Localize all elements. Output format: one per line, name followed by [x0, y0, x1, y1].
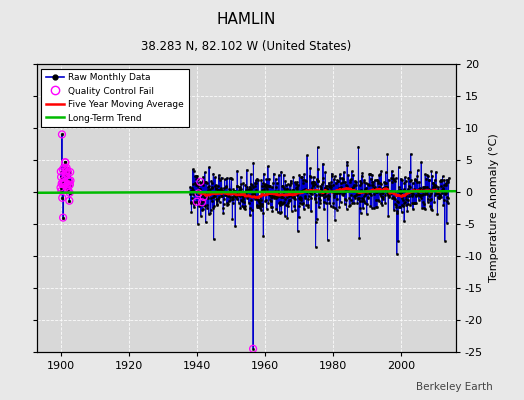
Point	[62, 173, 70, 180]
Point	[200, 194, 208, 200]
Point	[63, 186, 72, 192]
Text: Berkeley Earth: Berkeley Earth	[416, 382, 493, 392]
Point	[198, 199, 206, 206]
Point	[62, 170, 70, 177]
Point	[60, 164, 68, 171]
Point	[60, 180, 69, 186]
Point	[61, 159, 70, 166]
Point	[249, 346, 257, 352]
Point	[61, 159, 69, 166]
Y-axis label: Temperature Anomaly (°C): Temperature Anomaly (°C)	[488, 134, 499, 282]
Point	[62, 183, 71, 190]
Point	[61, 179, 69, 186]
Point	[60, 181, 69, 187]
Legend: Raw Monthly Data, Quality Control Fail, Five Year Moving Average, Long-Term Tren: Raw Monthly Data, Quality Control Fail, …	[41, 68, 189, 127]
Point	[59, 181, 68, 188]
Point	[61, 168, 70, 175]
Point	[58, 195, 67, 201]
Point	[65, 178, 73, 184]
Point	[64, 183, 73, 189]
Point	[59, 214, 67, 221]
Point	[193, 198, 201, 205]
Point	[62, 164, 71, 171]
Point	[66, 177, 74, 184]
Point	[59, 166, 67, 173]
Point	[57, 188, 66, 194]
Point	[58, 180, 66, 187]
Point	[58, 131, 66, 138]
Text: 38.283 N, 82.102 W (United States): 38.283 N, 82.102 W (United States)	[141, 40, 352, 53]
Point	[65, 198, 73, 204]
Point	[57, 174, 66, 180]
Text: HAMLIN: HAMLIN	[216, 12, 276, 27]
Point	[57, 168, 65, 175]
Point	[194, 190, 203, 196]
Point	[59, 177, 68, 183]
Point	[66, 190, 74, 196]
Point	[66, 181, 74, 188]
Point	[63, 167, 71, 173]
Point	[58, 179, 67, 186]
Point	[63, 181, 72, 187]
Point	[64, 177, 73, 184]
Point	[196, 179, 204, 185]
Point	[64, 169, 72, 176]
Point	[66, 169, 74, 175]
Point	[64, 187, 72, 193]
Point	[57, 184, 65, 191]
